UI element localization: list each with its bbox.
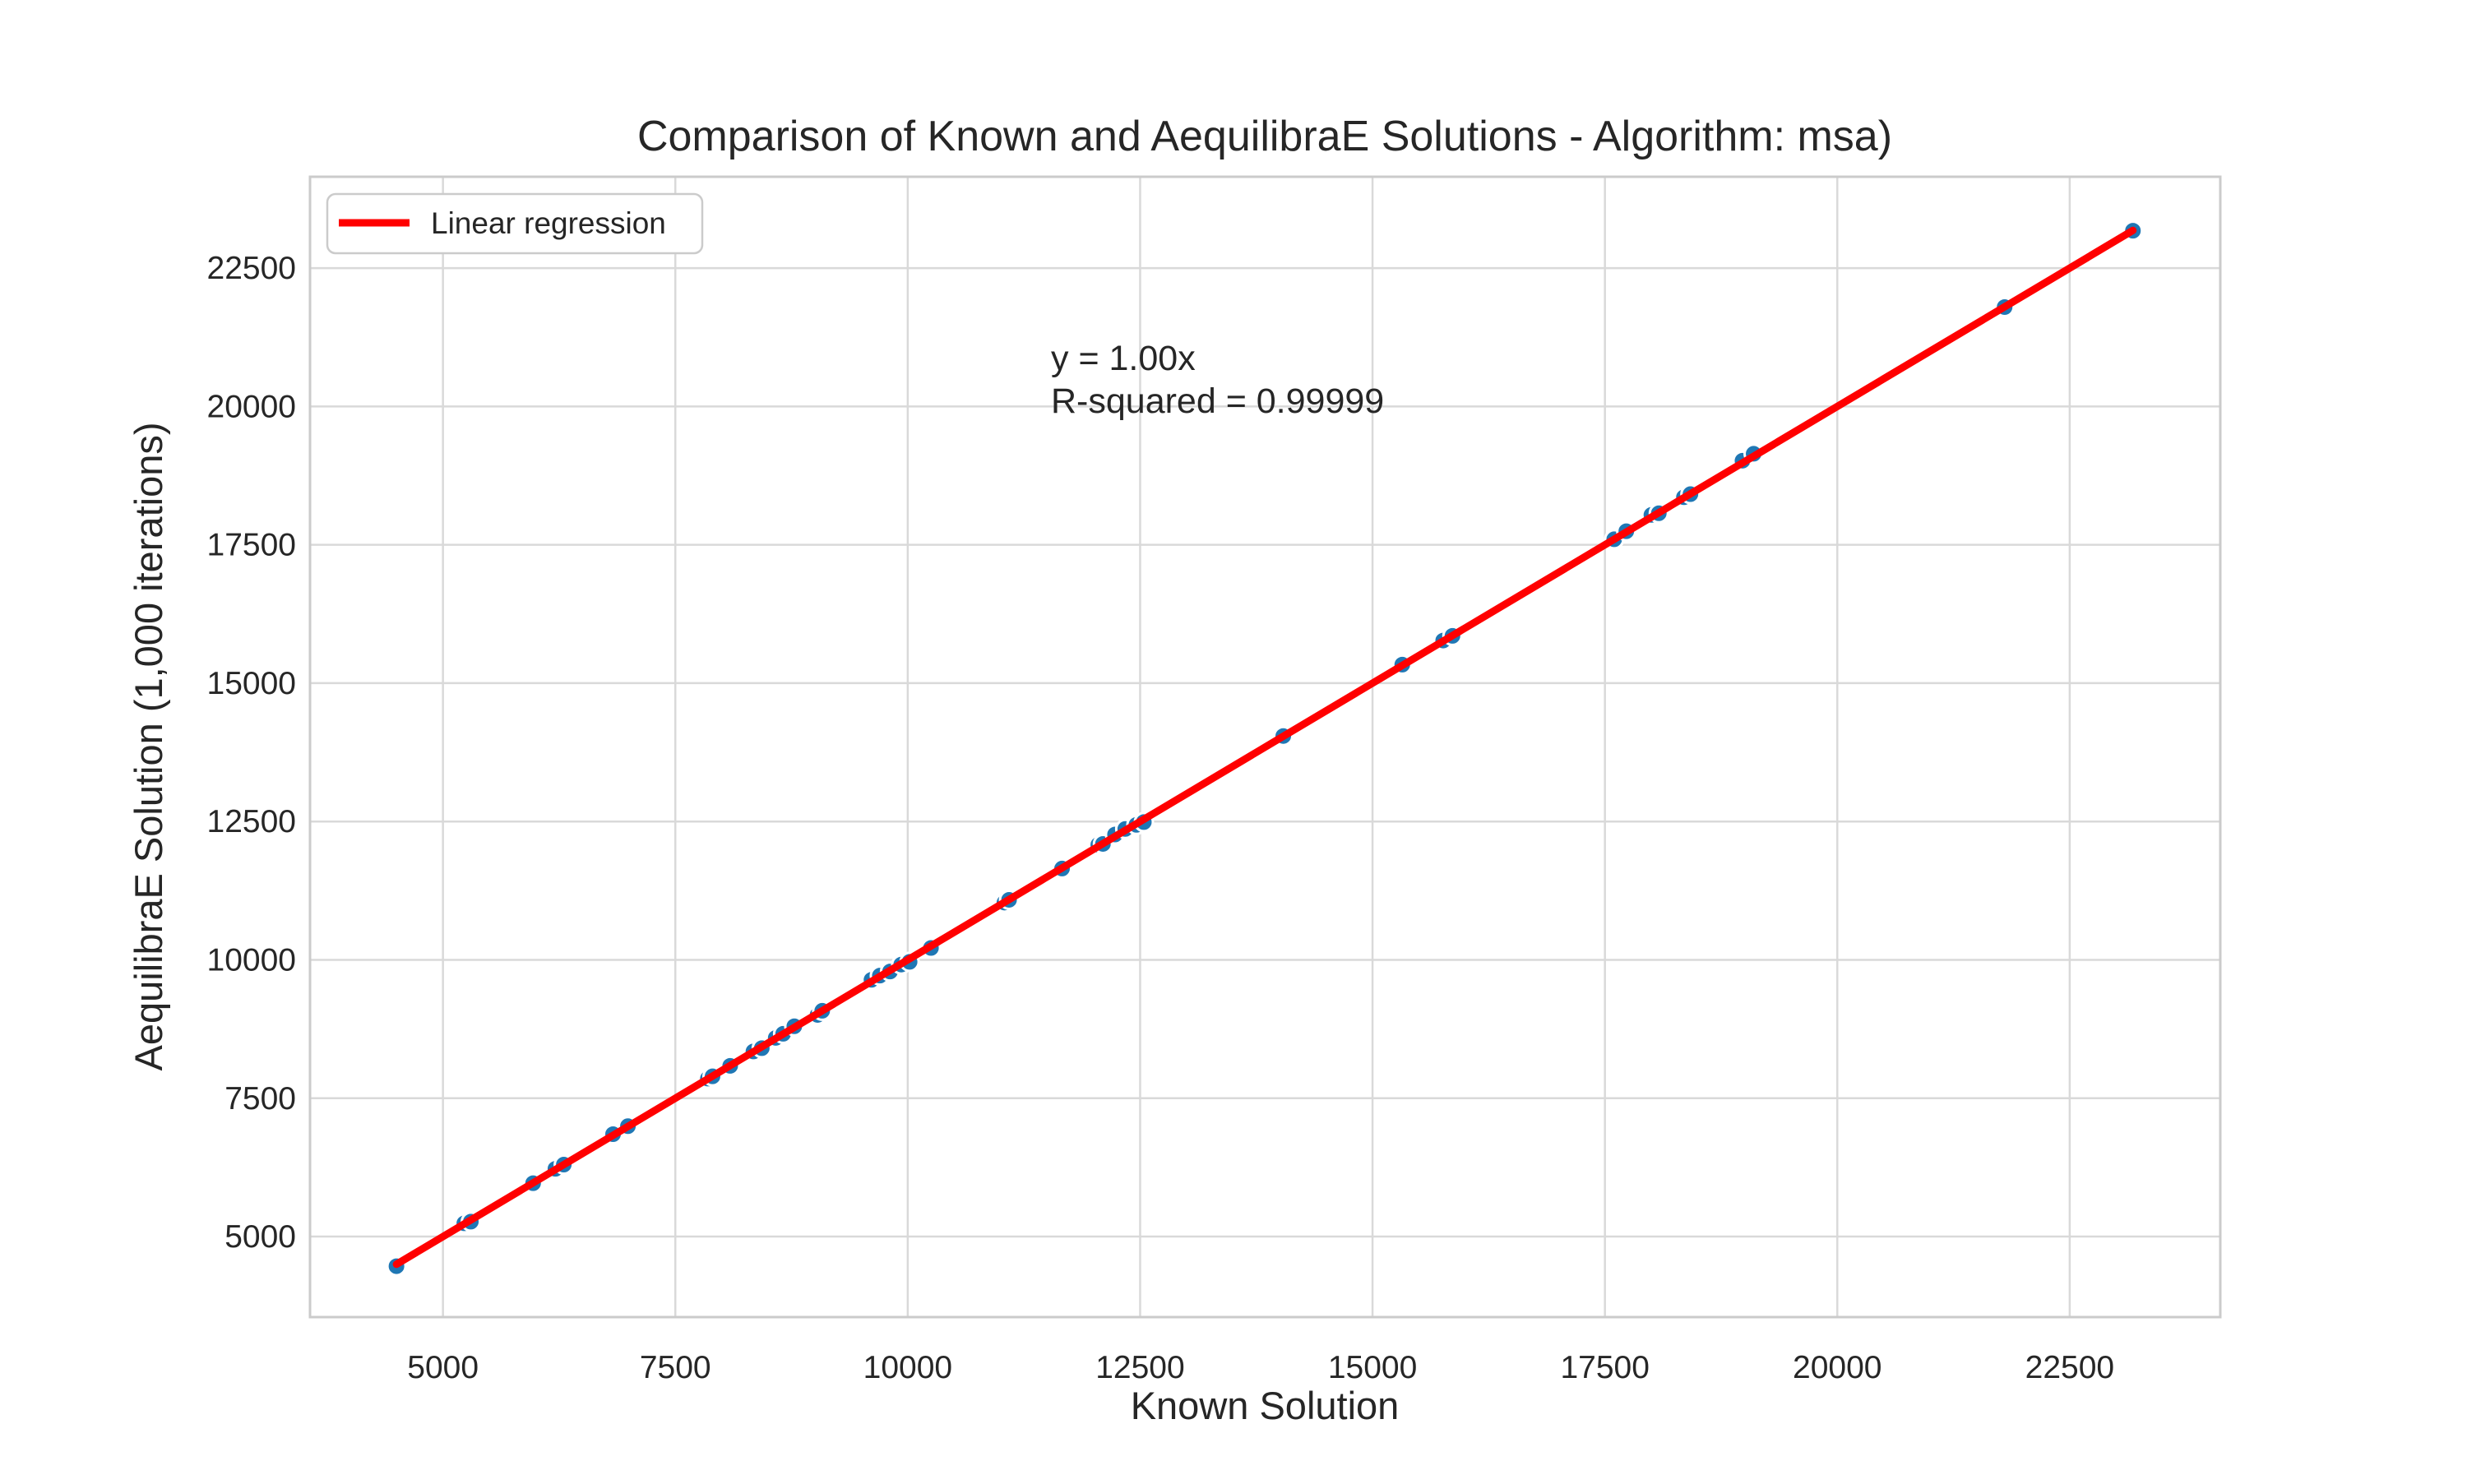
y-tick-labels: 5000 7500 10000 12500 15000 17500 20000 22500: [207, 251, 296, 1255]
legend-label: Linear regression: [431, 206, 666, 240]
y-axis-label: AequilibraE Solution (1,000 iterations): [127, 422, 170, 1070]
x-axis-label: Known Solution: [1131, 1384, 1400, 1427]
legend-box: [326, 192, 704, 255]
x-tick-label: 20000: [1793, 1350, 1881, 1385]
y-tick-label: 12500: [207, 804, 296, 839]
x-tick-label: 17500: [1560, 1350, 1649, 1385]
x-tick-label: 5000: [407, 1350, 479, 1385]
chart-title: Comparison of Known and AequilibraE Solu…: [637, 113, 1892, 160]
y-tick-label: 5000: [224, 1219, 296, 1255]
y-tick-label: 20000: [207, 389, 296, 424]
x-tick-label: 15000: [1328, 1350, 1417, 1385]
x-tick-label: 12500: [1095, 1350, 1184, 1385]
regression-line: [392, 226, 2137, 1269]
y-tick-label: 10000: [207, 942, 296, 978]
x-tick-label: 7500: [640, 1350, 711, 1385]
y-tick-label: 7500: [224, 1081, 296, 1116]
plot-border: [308, 175, 2222, 1319]
r-squared-annotation: R-squared = 0.99999: [1051, 381, 1384, 421]
x-tick-label: 10000: [863, 1350, 952, 1385]
equation-annotation: y = 1.00x: [1051, 339, 1196, 378]
y-gridlines: [310, 266, 2220, 1238]
x-tick-labels: 5000 7500 10000 12500 15000 17500 20000 22500: [407, 1350, 2114, 1385]
y-tick-label: 17500: [207, 528, 296, 563]
x-gridlines: [442, 177, 2071, 1317]
y-tick-label: 22500: [207, 251, 296, 286]
x-tick-label: 22500: [2025, 1350, 2114, 1385]
legend: Linear regression: [326, 192, 704, 255]
y-tick-label: 15000: [207, 666, 296, 701]
